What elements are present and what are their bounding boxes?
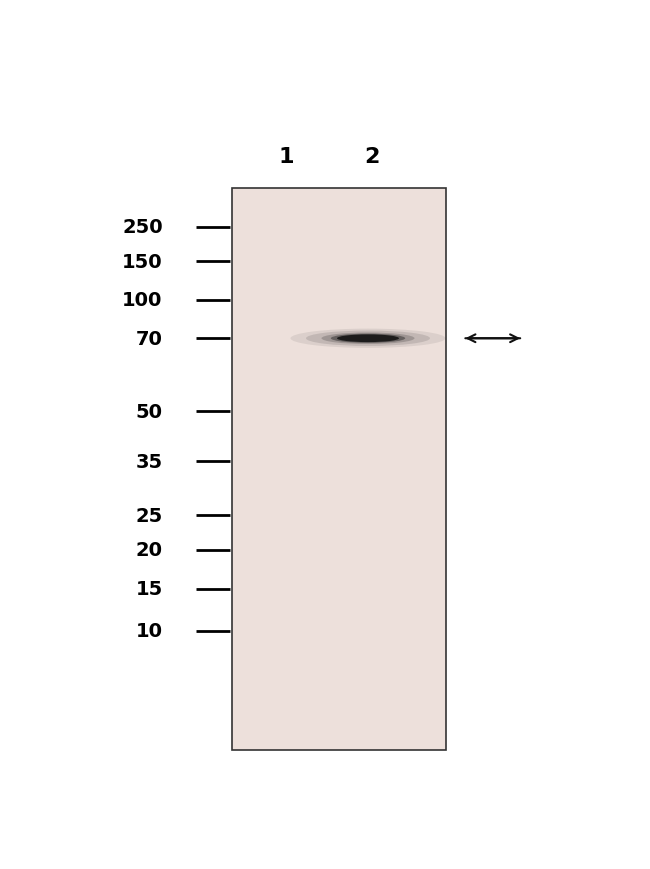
Text: 150: 150 [122,253,162,271]
Text: 1: 1 [279,147,294,167]
Ellipse shape [306,331,430,347]
Text: 100: 100 [122,291,162,310]
Text: 250: 250 [122,218,162,237]
Ellipse shape [322,333,415,345]
Text: 20: 20 [136,541,162,560]
Text: 50: 50 [136,402,162,421]
Text: 10: 10 [136,621,162,640]
Bar [233,189,445,750]
Text: 2: 2 [364,147,380,167]
Ellipse shape [331,335,405,343]
Text: 70: 70 [136,329,162,348]
Text: 35: 35 [135,453,162,471]
Text: 15: 15 [135,580,162,599]
Text: 25: 25 [135,507,162,525]
Ellipse shape [337,335,399,342]
Ellipse shape [291,329,445,348]
